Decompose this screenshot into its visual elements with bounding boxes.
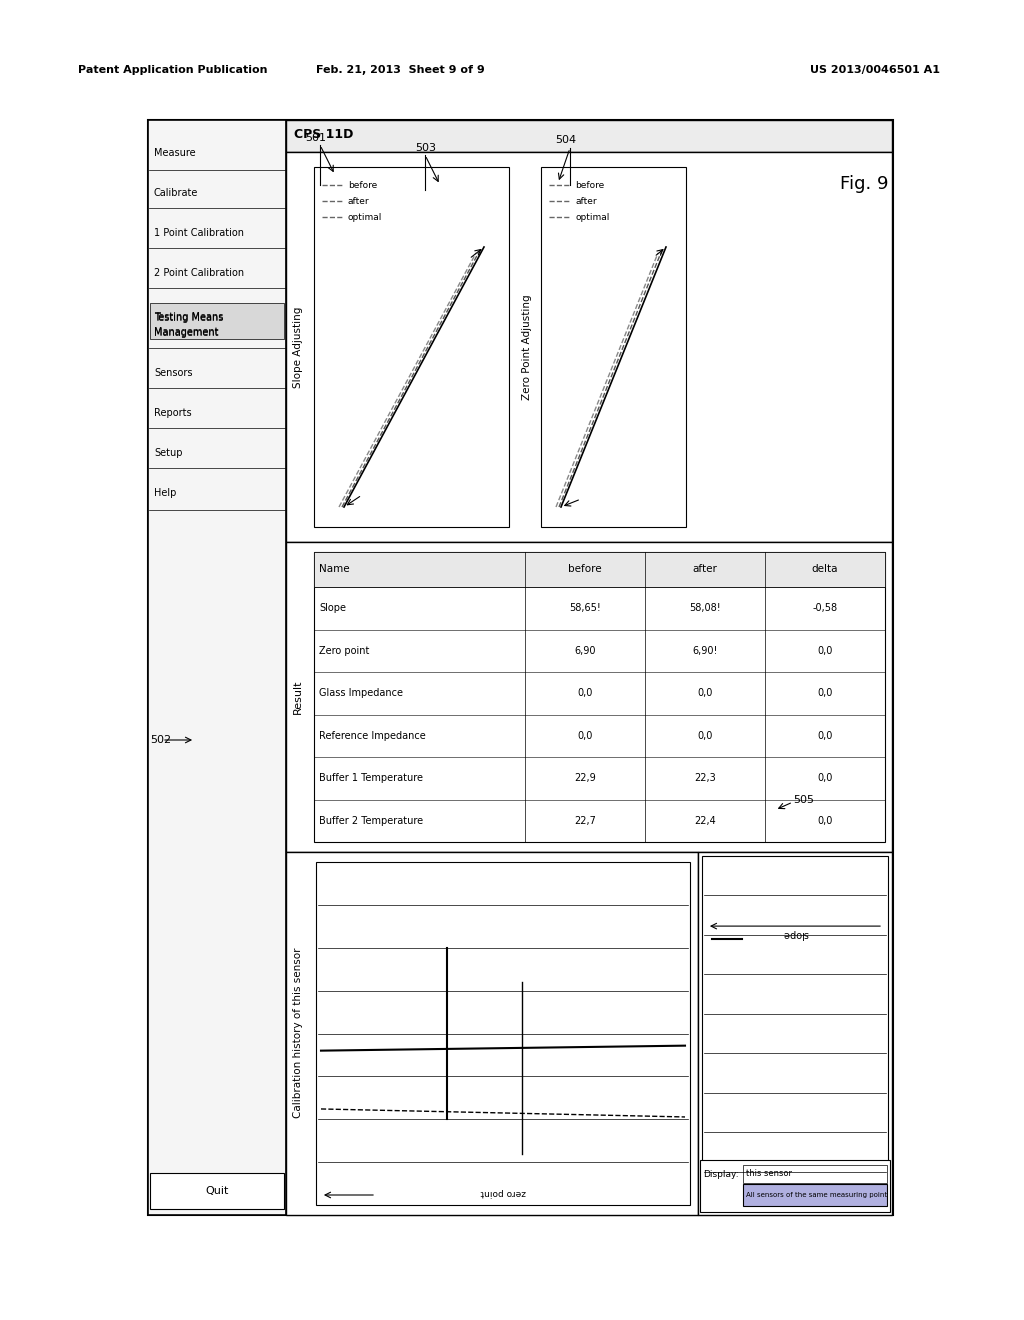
Text: 6,90!: 6,90! [692, 645, 718, 656]
Text: 22,7: 22,7 [574, 816, 596, 826]
Text: before: before [348, 181, 377, 190]
Text: 0,0: 0,0 [578, 688, 593, 698]
Text: after: after [692, 564, 718, 574]
Text: Management: Management [154, 327, 218, 338]
Text: Management: Management [154, 327, 218, 337]
Text: Slope: Slope [319, 603, 346, 614]
Text: Fig. 9: Fig. 9 [840, 176, 889, 193]
Text: 503: 503 [415, 143, 436, 153]
Text: Buffer 1 Temperature: Buffer 1 Temperature [319, 774, 423, 783]
Text: Quit: Quit [206, 1185, 228, 1196]
Text: Result: Result [293, 680, 303, 714]
Bar [286, 120, 892, 152]
Bar [150, 304, 284, 339]
Text: 22,9: 22,9 [574, 774, 596, 783]
Text: 0,0: 0,0 [697, 731, 713, 741]
Text: 505: 505 [793, 795, 814, 805]
Text: slope: slope [782, 929, 808, 939]
Text: 502: 502 [150, 735, 171, 744]
Bar [148, 120, 286, 1214]
Text: 0,0: 0,0 [817, 774, 833, 783]
Bar [286, 543, 892, 851]
Bar [541, 168, 686, 527]
Text: 0,0: 0,0 [817, 688, 833, 698]
Text: Reference Impedance: Reference Impedance [319, 731, 426, 741]
Text: after: after [348, 197, 370, 206]
Text: 0,0: 0,0 [578, 731, 593, 741]
Text: 6,90: 6,90 [574, 645, 596, 656]
Bar [314, 552, 885, 587]
Text: Zero Point Adjusting: Zero Point Adjusting [522, 294, 532, 400]
Bar [314, 168, 509, 527]
Text: 22,4: 22,4 [694, 816, 716, 826]
Text: US 2013/0046501 A1: US 2013/0046501 A1 [810, 65, 940, 75]
Bar [150, 1173, 284, 1209]
Bar [743, 1166, 887, 1183]
Bar [286, 152, 892, 543]
Text: 0,0: 0,0 [817, 731, 833, 741]
Text: Patent Application Publication: Patent Application Publication [78, 65, 267, 75]
Text: -0,58: -0,58 [812, 603, 838, 614]
Text: Measure: Measure [154, 148, 196, 158]
Text: Sensors: Sensors [154, 368, 193, 378]
Bar [316, 862, 690, 1205]
Text: Display:: Display: [703, 1170, 738, 1179]
Text: CPS 11D: CPS 11D [294, 128, 353, 141]
Text: Testing Means: Testing Means [154, 313, 223, 323]
Text: Zero point: Zero point [319, 645, 370, 656]
Text: 0,0: 0,0 [817, 645, 833, 656]
Bar [286, 851, 698, 1214]
Bar [698, 851, 892, 1214]
Bar [743, 1184, 887, 1206]
Text: All sensors of the same measuring point: All sensors of the same measuring point [746, 1192, 887, 1199]
Text: delta: delta [812, 564, 839, 574]
Text: 58,65!: 58,65! [569, 603, 601, 614]
Text: 0,0: 0,0 [817, 816, 833, 826]
Text: 0,0: 0,0 [697, 688, 713, 698]
Text: Calibrate: Calibrate [154, 187, 199, 198]
Text: this sensor: this sensor [746, 1170, 792, 1179]
Text: Setup: Setup [154, 447, 182, 458]
Text: 2 Point Calibration: 2 Point Calibration [154, 268, 244, 279]
Text: 22,3: 22,3 [694, 774, 716, 783]
Text: Glass Impedance: Glass Impedance [319, 688, 403, 698]
Bar [314, 552, 885, 842]
Text: optimal: optimal [575, 213, 609, 222]
Text: Reports: Reports [154, 408, 191, 418]
Text: zero point: zero point [480, 1188, 525, 1197]
Bar [700, 1160, 890, 1212]
Text: 1 Point Calibration: 1 Point Calibration [154, 228, 244, 238]
Text: Calibration history of this sensor: Calibration history of this sensor [293, 948, 303, 1118]
Text: Name: Name [319, 564, 349, 574]
Text: optimal: optimal [348, 213, 382, 222]
Bar [148, 120, 893, 1214]
Text: Slope Adjusting: Slope Adjusting [293, 306, 303, 388]
Text: 504: 504 [555, 135, 577, 145]
Text: before: before [575, 181, 604, 190]
Text: Help: Help [154, 488, 176, 498]
Text: 501: 501 [305, 133, 326, 143]
Text: 58,08!: 58,08! [689, 603, 721, 614]
Text: Feb. 21, 2013  Sheet 9 of 9: Feb. 21, 2013 Sheet 9 of 9 [315, 65, 484, 75]
Text: after: after [575, 197, 597, 206]
Text: before: before [568, 564, 602, 574]
Text: Testing Means: Testing Means [154, 312, 223, 322]
Text: Buffer 2 Temperature: Buffer 2 Temperature [319, 816, 423, 826]
Bar [702, 855, 888, 1210]
